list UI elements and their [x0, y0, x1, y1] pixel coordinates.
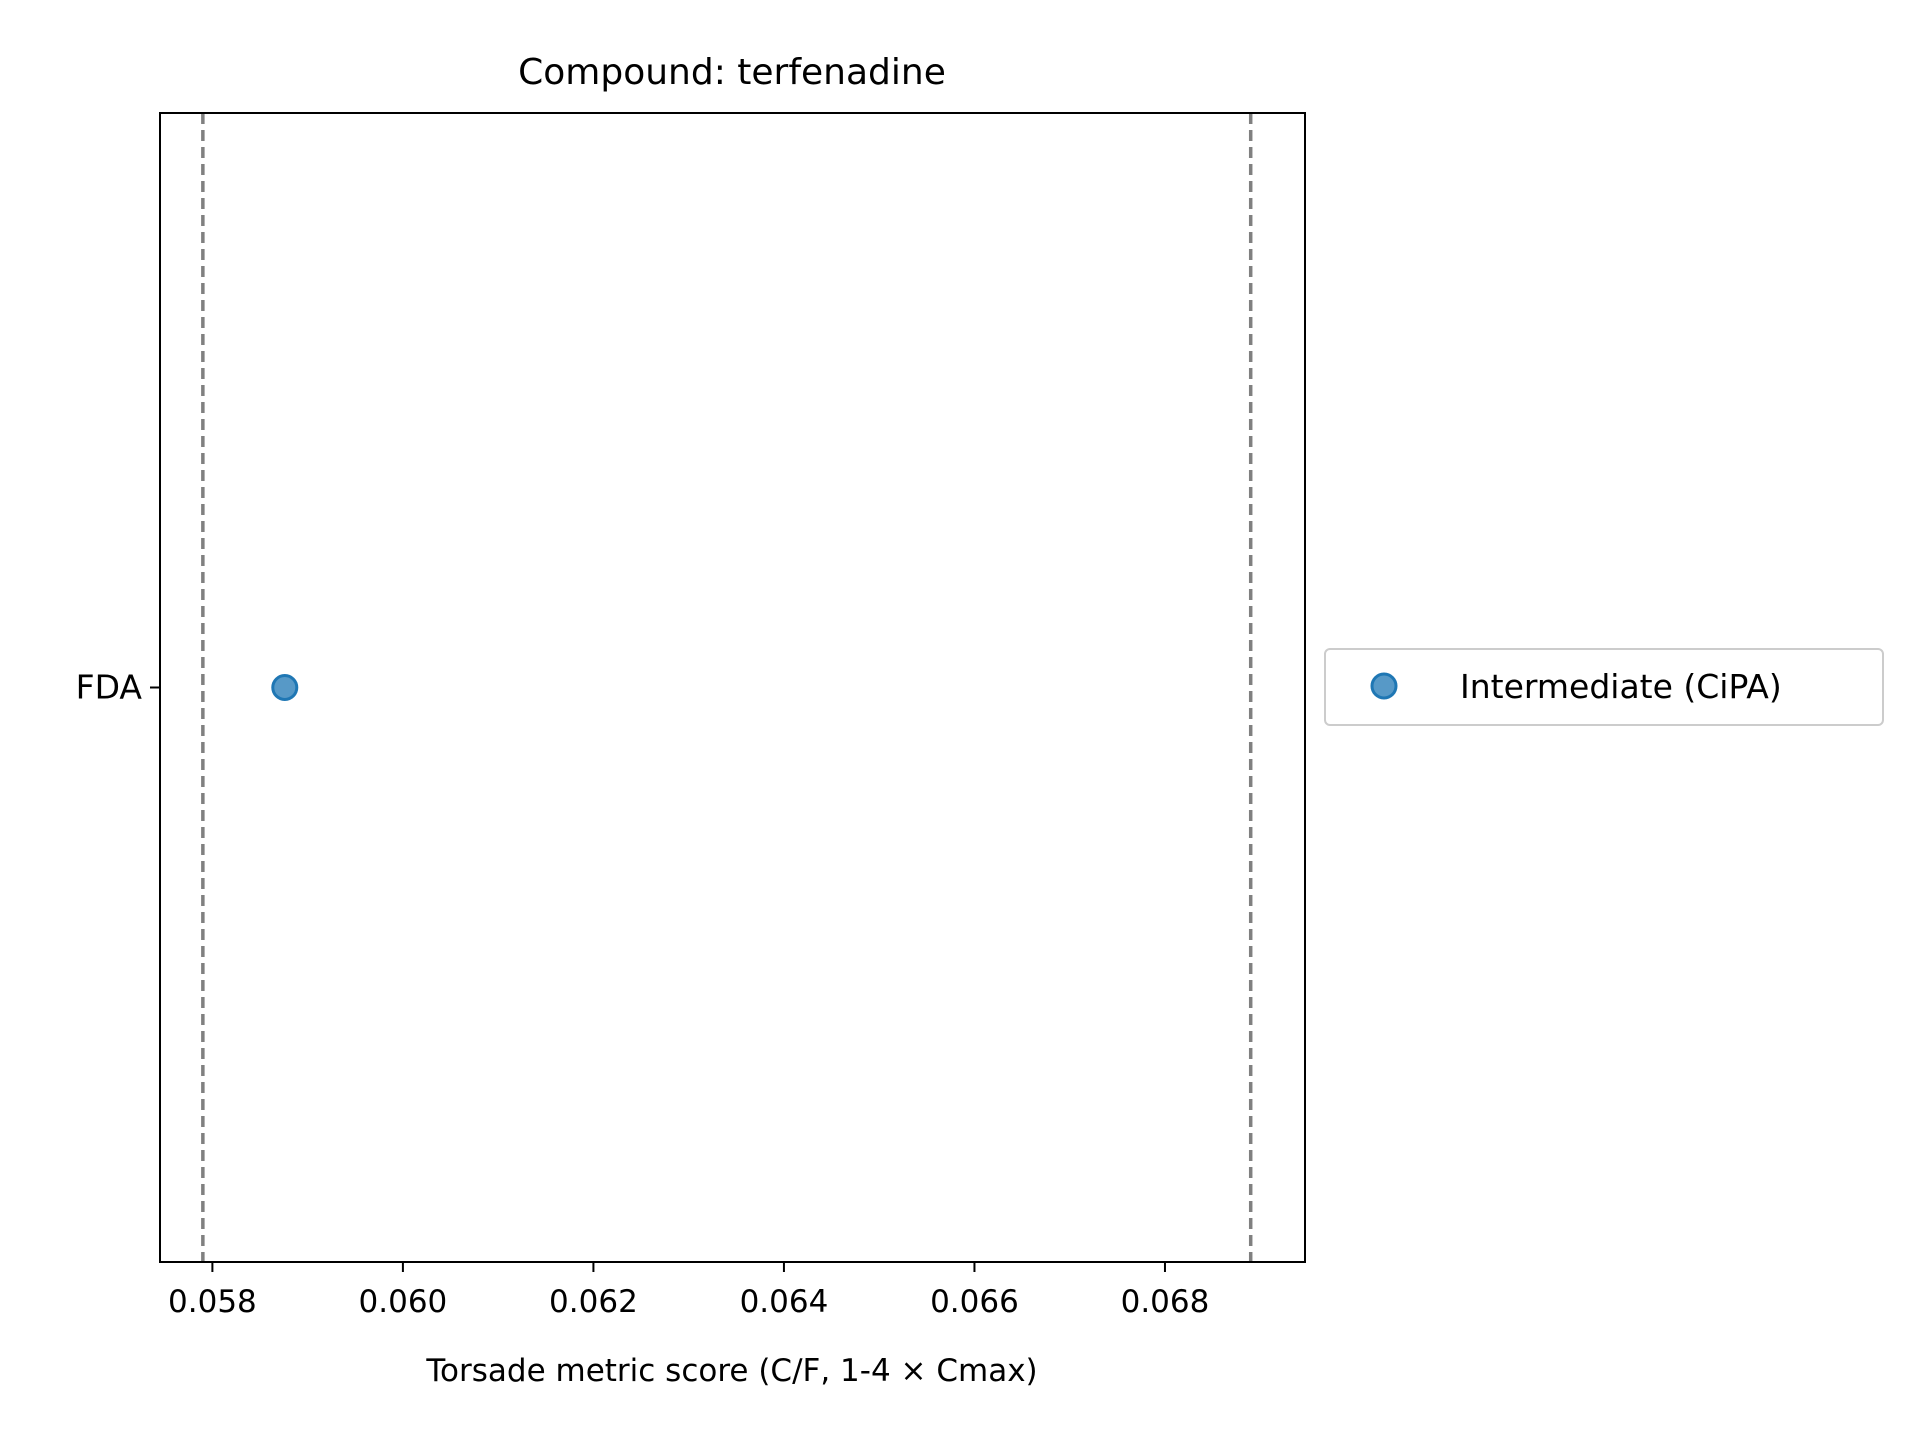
x-tick-label: 0.064 — [740, 1284, 829, 1320]
legend-box — [1324, 648, 1884, 726]
x-tick-label: 0.060 — [359, 1284, 448, 1320]
y-axis: FDA — [76, 668, 160, 707]
x-tick-label: 0.062 — [549, 1284, 638, 1320]
legend-label: Intermediate (CiPA) — [1460, 667, 1782, 706]
x-tick-label: 0.058 — [168, 1284, 257, 1320]
x-axis: 0.058 0.060 0.062 0.064 0.066 0.068 — [168, 1262, 1209, 1320]
legend: Intermediate (CiPA) — [1324, 648, 1884, 726]
y-tick-label: FDA — [76, 668, 143, 707]
reference-lines — [201, 113, 1253, 1262]
legend-marker — [1370, 672, 1398, 700]
data-point — [271, 674, 299, 701]
x-tick-label: 0.066 — [930, 1284, 1019, 1320]
data-points — [271, 674, 299, 701]
plot-area — [160, 113, 1305, 1262]
chart-title: Compound: terfenadine — [518, 52, 946, 93]
plot-frame — [159, 112, 1306, 1263]
x-axis-label: Torsade metric score (C/F, 1-4 × Cmax) — [425, 1353, 1037, 1389]
x-tick-label: 0.068 — [1121, 1284, 1210, 1320]
